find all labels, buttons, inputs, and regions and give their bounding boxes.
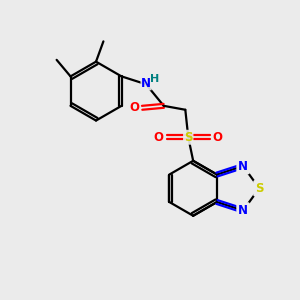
Text: N: N <box>141 77 151 90</box>
Text: H: H <box>150 74 160 84</box>
Text: N: N <box>238 160 248 172</box>
Text: S: S <box>255 182 263 195</box>
Text: O: O <box>154 131 164 144</box>
Text: N: N <box>238 204 248 217</box>
Text: O: O <box>129 101 139 114</box>
Text: O: O <box>213 131 223 144</box>
Text: S: S <box>184 131 193 144</box>
